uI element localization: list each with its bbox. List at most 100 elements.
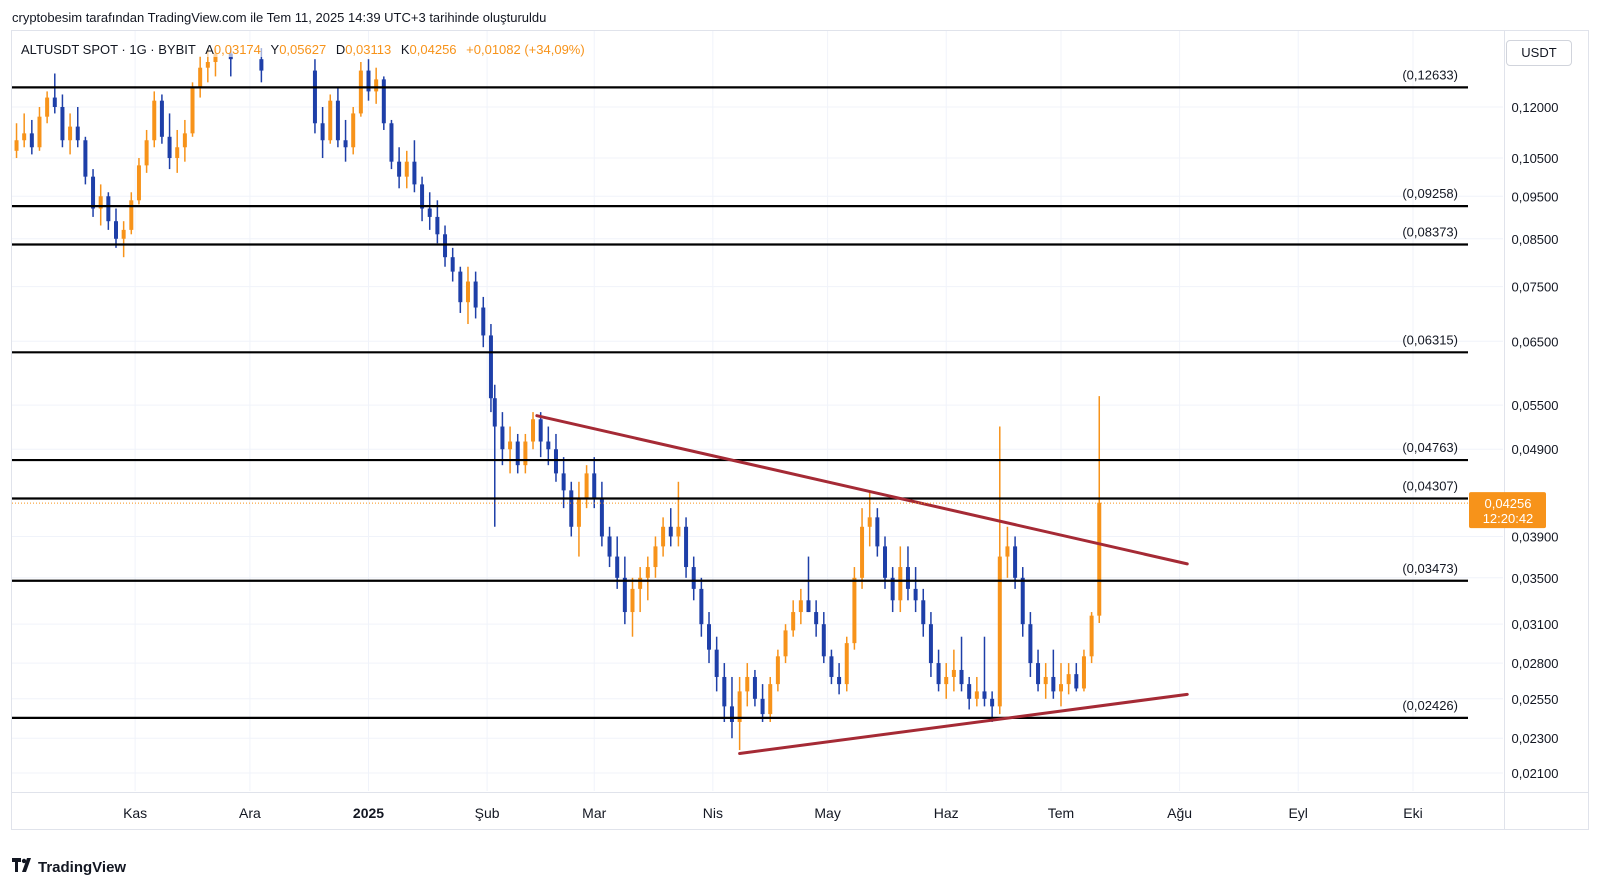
candle-body (351, 113, 356, 148)
candle-body (829, 656, 834, 677)
candle-body (343, 140, 348, 148)
candle-body (213, 53, 218, 62)
candle-body (959, 669, 964, 685)
candle-body (722, 676, 727, 707)
candle-body (1020, 577, 1025, 625)
candle-body (129, 200, 134, 230)
close-value: 0,04256 (409, 42, 457, 57)
candle-body (1043, 676, 1048, 685)
candle-body (458, 271, 463, 303)
candle-body (83, 140, 88, 177)
candle-body (68, 126, 73, 141)
candle-body (768, 684, 773, 715)
candle-body (860, 526, 865, 578)
candle-body (465, 281, 470, 303)
candle-body (737, 691, 742, 722)
candle-body (37, 116, 42, 148)
open-value: 0,03174 (213, 42, 261, 57)
candle-body (106, 196, 111, 222)
candle-body (14, 140, 19, 151)
candle-body (997, 556, 1002, 707)
close-label: K (400, 42, 410, 57)
y-tick-label: 0,03900 (1512, 529, 1559, 544)
candle-body (982, 691, 987, 699)
candle-body (473, 281, 478, 308)
candle-body (668, 526, 673, 537)
candle-body (508, 441, 513, 450)
tradingview-brand: TradingView (38, 859, 127, 876)
candle-body (599, 499, 604, 537)
candle-body (684, 526, 689, 568)
candle-body (546, 441, 551, 450)
candle-body (630, 588, 635, 613)
y-tick-label: 0,12000 (1512, 100, 1559, 115)
candle-body (967, 684, 972, 699)
candle-body (1066, 674, 1071, 685)
candle-body (653, 546, 658, 568)
candle-body (450, 257, 455, 272)
level-label: (0,06315) (1402, 332, 1458, 347)
level-label: (0,04307) (1402, 479, 1458, 494)
chart-frame (11, 30, 1589, 830)
candle-body (844, 643, 849, 685)
tradingview-logo[interactable]: TradingView (12, 858, 126, 877)
candle-body (531, 419, 536, 442)
candle-body (944, 676, 949, 685)
candle-body (875, 517, 880, 547)
currency-selector[interactable]: USDT (1506, 40, 1572, 66)
candle-body (607, 536, 612, 557)
candle-body (814, 612, 819, 625)
candle-body (905, 567, 910, 589)
candle-body (500, 426, 505, 450)
y-tick-label: 0,02300 (1512, 731, 1559, 746)
candle-body (622, 577, 627, 613)
candle-body (427, 208, 432, 217)
candle-body (707, 624, 712, 650)
candle-body (1005, 546, 1010, 557)
level-label: (0,08373) (1402, 225, 1458, 240)
candle-body (136, 165, 141, 201)
low-value: 0,03113 (345, 42, 392, 57)
candle-body (381, 79, 386, 124)
candle-body (198, 67, 203, 89)
candle-body (1081, 656, 1086, 689)
candle-body (883, 546, 888, 578)
y-tick-label: 0,05500 (1512, 398, 1559, 413)
candle-body (492, 398, 497, 427)
candle-body (182, 133, 187, 148)
candle-body (404, 161, 409, 177)
y-tick-label: 0,02550 (1512, 692, 1559, 707)
candle-body (729, 706, 734, 722)
candle-body (898, 567, 903, 601)
candle-body (98, 196, 103, 209)
candle-body (584, 473, 589, 500)
candle-body (1028, 624, 1033, 664)
open-label: A (205, 42, 214, 57)
candle-body (645, 567, 650, 578)
chart-attribution: cryptobesim tarafından TradingView.com i… (12, 10, 547, 25)
y-tick-label: 0,02800 (1512, 656, 1559, 671)
candle-body (538, 419, 543, 442)
candle-body (60, 107, 65, 141)
candle-body (397, 161, 402, 177)
candle-body (190, 88, 195, 134)
x-tick-label: Şub (475, 805, 500, 821)
candle-body (699, 588, 704, 625)
y-tick-label: 0,08500 (1512, 232, 1559, 247)
y-tick-label: 0,03500 (1512, 571, 1559, 586)
level-label: (0,09258) (1402, 186, 1458, 201)
change-value: +0,01082 (+34,09%) (466, 42, 585, 57)
trendline-descending-resistance (535, 414, 1189, 566)
candle-body (114, 221, 118, 239)
symbol-name[interactable]: ALTUSDT SPOT · 1G · BYBIT (21, 42, 196, 57)
candle-body (1089, 615, 1094, 657)
x-tick-label: Haz (934, 805, 959, 821)
candle-body (335, 100, 340, 141)
candle-body (561, 473, 566, 491)
candle-body (523, 441, 528, 466)
y-tick-label: 0,02100 (1512, 766, 1559, 781)
symbol-legend: ALTUSDT SPOT · 1G · BYBIT A0,03174 Y0,05… (21, 42, 585, 57)
candle-body (515, 441, 520, 466)
last-price-value: 0,04256 (1485, 496, 1532, 511)
